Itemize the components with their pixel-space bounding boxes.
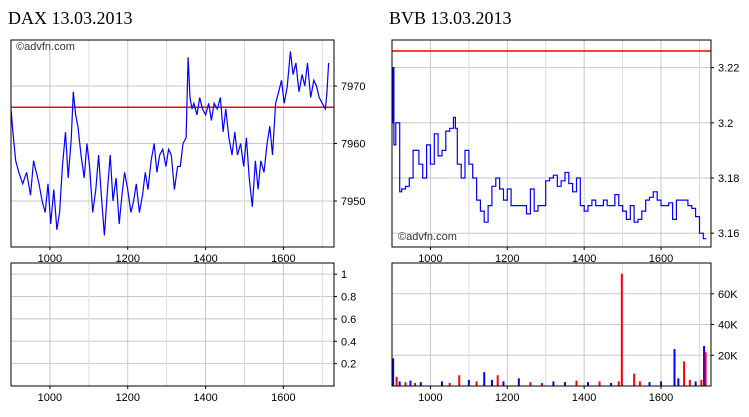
bvb-volume-volume-bar [587, 382, 590, 386]
bvb-volume-volume-bar [502, 381, 505, 386]
dax-price-y-tick-label: 7960 [341, 139, 365, 151]
bvb-volume-volume-bar [552, 381, 555, 386]
bvb-volume-volume-bar [409, 380, 412, 386]
bvb-volume-volume-bar [448, 382, 451, 386]
dax-price-x-tick-label: 1000 [38, 253, 62, 265]
dax-volume-plot-area [11, 263, 334, 386]
bvb-volume-volume-bar [395, 376, 398, 386]
bvb-volume-volume-bar [458, 375, 461, 386]
bvb-volume-volume-bar [419, 382, 422, 386]
bvb-volume-volume-bar [496, 375, 499, 386]
dax-price-watermark: ©advfn.com [16, 41, 75, 53]
bvb-volume-volume-bar [677, 378, 680, 386]
dax-volume-y-tick-label: 0.2 [341, 359, 356, 371]
bvb-volume-volume-bar [414, 382, 417, 386]
dax-volume-panel: 1000 1200 1400 1600 0.2 0.4 0.6 0.8 1 [10, 262, 356, 404]
dax-price-y-tick-label: 7970 [341, 81, 365, 93]
dax-title: DAX 13.03.2013 [8, 8, 133, 28]
bvb-volume-volume-bar [617, 381, 620, 386]
bvb-volume-volume-bar [598, 381, 601, 386]
bvb-volume-volume-bar [404, 382, 407, 386]
bvb-price-x-tick-label: 1200 [495, 253, 519, 265]
bvb-price-panel: ©advfn.com 1000 1200 1400 1600 3.16 3.18 3.2 3.2… [391, 39, 739, 265]
bvb-volume-volume-bar [563, 382, 566, 386]
bvb-volume-y-tick-label: 60K [718, 289, 738, 301]
bvb-volume-volume-bar [398, 381, 401, 386]
bvb-volume-panel: 1000 1200 1400 1600 20K 40K 60K [391, 262, 738, 404]
bvb-volume-volume-bar [620, 273, 623, 386]
dax-volume-x-tick-label: 1000 [38, 392, 62, 404]
bvb-volume-x-tick-label: 1000 [418, 392, 442, 404]
bvb-price-plot-area [392, 40, 711, 247]
bvb-volume-volume-bar [673, 349, 676, 386]
bvb-volume-volume-bar [475, 381, 478, 386]
dax-volume-x-tick-label: 1400 [193, 392, 217, 404]
bvb-volume-volume-bar [694, 381, 697, 386]
bvb-volume-volume-bar [517, 378, 520, 386]
bvb-volume-volume-bar [483, 372, 486, 386]
bvb-volume-volume-bar [610, 382, 613, 386]
bvb-volume-y-tick-label: 40K [718, 320, 738, 332]
bvb-volume-volume-bar [575, 380, 578, 386]
bvb-volume-volume-bar [638, 381, 641, 386]
bvb-price-x-tick-label: 1400 [572, 253, 596, 265]
dax-volume-y-tick-label: 0.8 [341, 292, 356, 304]
bvb-volume-volume-bar [490, 379, 493, 386]
bvb-volume-volume-bar [648, 382, 651, 386]
bvb-price-watermark: ©advfn.com [398, 231, 457, 243]
bvb-price-x-tick-label: 1600 [649, 253, 673, 265]
dax-volume-x-tick-label: 1600 [271, 392, 295, 404]
bvb-volume-volume-bar [440, 381, 443, 386]
bvb-volume-x-tick-label: 1600 [649, 392, 673, 404]
bvb-volume-volume-bar [529, 382, 532, 386]
dax-price-x-tick-label: 1200 [116, 253, 140, 265]
bvb-price-y-tick-label: 3.22 [718, 63, 739, 75]
dax-volume-y-tick-label: 0.4 [341, 336, 356, 348]
bvb-volume-volume-bar [688, 379, 691, 386]
bvb-volume-volume-bar [392, 358, 395, 386]
dax-price-panel: ©advfn.com 1000 1200 1400 1600 7950 7960 7970 [10, 39, 365, 265]
bvb-price-y-tick-label: 3.16 [718, 228, 739, 240]
bvb-volume-volume-bar [704, 352, 707, 386]
bvb-price-x-tick-label: 1000 [418, 253, 442, 265]
bvb-price-series-line [392, 67, 707, 240]
dax-volume-y-tick-label: 0.6 [341, 314, 356, 326]
bvb-volume-volume-bar [633, 373, 636, 386]
bvb-volume-volume-bar [540, 382, 543, 386]
bvb-volume-volume-bar [700, 379, 703, 386]
bvb-volume-volume-bar [683, 361, 686, 386]
bvb-volume-y-tick-label: 20K [718, 350, 738, 362]
dax-volume-y-tick-label: 1 [341, 269, 347, 281]
bvb-volume-x-tick-label: 1200 [495, 392, 519, 404]
bvb-title: BVB 13.03.2013 [389, 8, 512, 28]
dax-volume-x-tick-label: 1200 [116, 392, 140, 404]
bvb-volume-volume-bar [467, 379, 470, 386]
bvb-volume-volume-bar [703, 346, 706, 386]
bvb-volume-volume-bar [660, 381, 663, 386]
bvb-price-frame [391, 39, 712, 248]
dax-price-series-line [10, 51, 330, 236]
bvb-volume-x-tick-label: 1400 [572, 392, 596, 404]
bvb-price-y-tick-label: 3.18 [718, 173, 739, 185]
dax-price-x-tick-label: 1600 [271, 253, 295, 265]
dax-volume-frame [10, 262, 335, 387]
dax-price-y-tick-label: 7950 [341, 196, 365, 208]
bvb-price-y-tick-label: 3.2 [718, 118, 733, 130]
dax-price-x-tick-label: 1400 [193, 253, 217, 265]
